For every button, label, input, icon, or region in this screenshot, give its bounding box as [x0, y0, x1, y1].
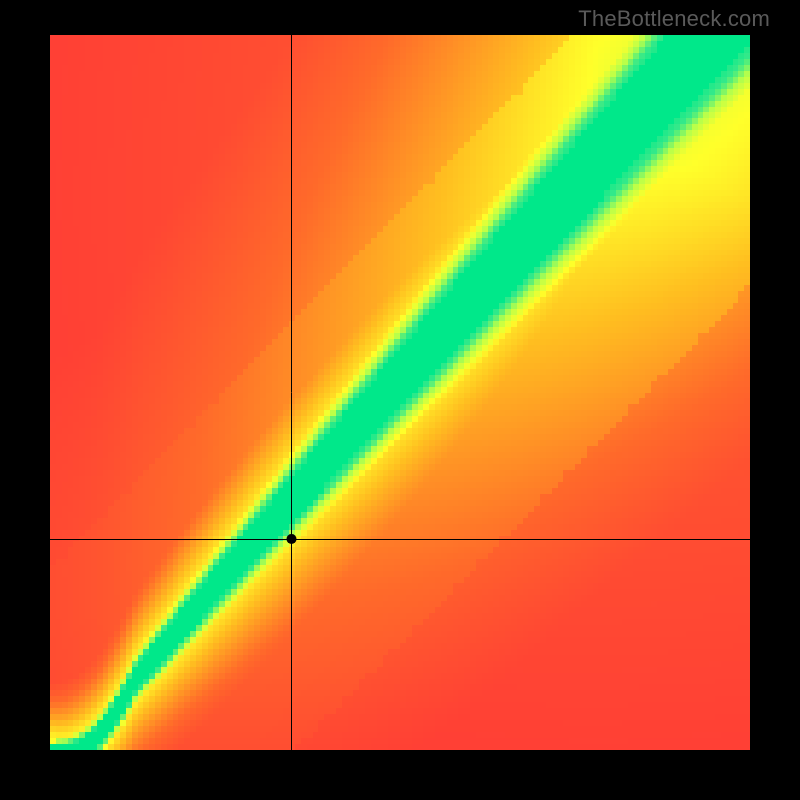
watermark-label: TheBottleneck.com: [578, 6, 770, 32]
chart-container: TheBottleneck.com: [0, 0, 800, 800]
heatmap-plot: [50, 35, 750, 750]
heatmap-canvas: [50, 35, 750, 750]
